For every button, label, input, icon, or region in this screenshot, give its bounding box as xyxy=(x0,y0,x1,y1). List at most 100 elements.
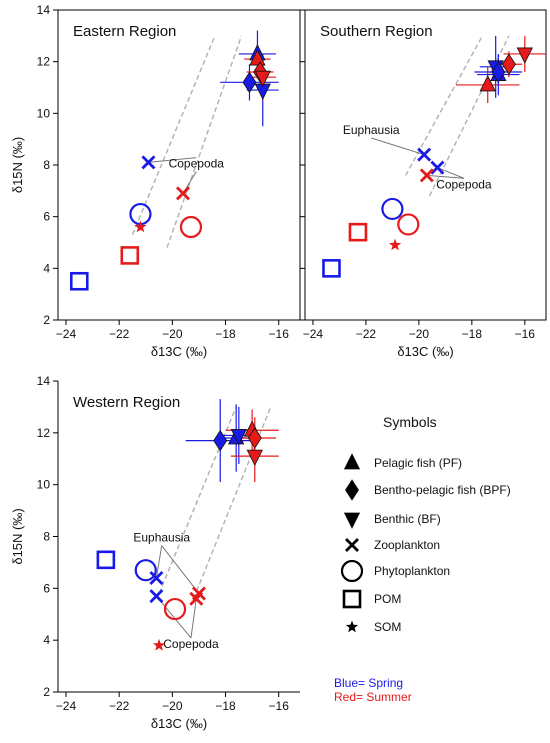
data-point-triangle-down xyxy=(254,70,271,88)
trend-band-line xyxy=(166,35,243,248)
data-point-circle xyxy=(179,215,203,239)
data-point-star xyxy=(388,238,402,251)
legend-item-label: POM xyxy=(374,592,401,606)
x-tick-label: −16 xyxy=(515,327,536,341)
x-tick-label: −18 xyxy=(215,699,236,713)
data-point-circle xyxy=(163,597,187,621)
legend-marker-triangle-down xyxy=(343,512,361,529)
x-axis-label: δ13C (‰) xyxy=(397,344,453,359)
x-tick-label: −24 xyxy=(56,327,77,341)
y-axis-label: δ15N (‰) xyxy=(10,137,25,193)
legend-item: Benthic (BF) xyxy=(343,512,441,529)
legend-marker-square xyxy=(342,589,362,609)
data-point-x xyxy=(149,570,164,585)
annotation-leader xyxy=(148,157,197,163)
data-point-diamond xyxy=(242,71,257,94)
data-point-square xyxy=(322,259,341,278)
legend-item-label: Phytoplankton xyxy=(374,564,450,578)
data-point-square xyxy=(120,246,140,265)
annotation-label: Euphausia xyxy=(133,531,190,545)
y-tick-label: 8 xyxy=(43,530,50,544)
data-point-diamond xyxy=(501,53,516,75)
annotation-label: Euphausia xyxy=(343,123,400,137)
data-point-x xyxy=(419,168,434,183)
y-tick-label: 14 xyxy=(37,3,51,17)
annotation-leader xyxy=(155,545,163,579)
panel-1: −24 −22 −20 −18 −16 δ13C (‰) Southern Region Eu… xyxy=(300,9,547,359)
data-point-circle xyxy=(134,559,157,582)
data-point-triangle-down xyxy=(246,449,263,467)
data-point-square xyxy=(348,222,368,242)
legend-item-label: Benthic (BF) xyxy=(374,512,441,526)
x-tick-label: −24 xyxy=(56,699,77,713)
data-point-square xyxy=(96,550,116,570)
data-point-diamond xyxy=(247,427,262,449)
x-tick-label: −16 xyxy=(269,699,290,713)
annotation-label: Copepoda xyxy=(163,637,219,651)
x-tick-label: −20 xyxy=(162,699,183,713)
legend-item: Phytoplankton xyxy=(340,559,450,583)
x-axis-label: δ13C (‰) xyxy=(151,344,207,359)
y-tick-label: 10 xyxy=(37,478,51,492)
annotation-leader xyxy=(371,137,425,156)
panel-0: −24 −22 −20 −18 −16 2 4 6 8 10 12 14 δ13C (‰) δ15N (‰… xyxy=(10,3,301,359)
panel-title: Southern Region xyxy=(320,23,433,40)
y-tick-label: 8 xyxy=(43,158,50,172)
panel-title: Western Region xyxy=(73,394,180,411)
legend-item: SOM xyxy=(345,620,401,634)
data-point-circle xyxy=(381,197,404,221)
legend-item-label: Zooplankton xyxy=(374,538,440,552)
data-point-triangle xyxy=(479,75,496,92)
x-tick-label: −18 xyxy=(462,327,483,341)
panel-title: Eastern Region xyxy=(73,23,176,40)
legend-item-label: Bentho-pelagic fish (BPF) xyxy=(374,483,511,497)
y-tick-label: 6 xyxy=(43,210,50,224)
data-point-x xyxy=(175,186,190,201)
annotation-leader xyxy=(437,167,465,179)
data-point-diamond xyxy=(213,429,228,452)
y-tick-label: 4 xyxy=(43,633,50,647)
data-point-triangle-down xyxy=(230,429,247,446)
x-tick-label: −20 xyxy=(409,327,430,341)
legend-item-label: SOM xyxy=(374,620,401,634)
annotation-label: Copepoda xyxy=(169,157,225,171)
legend-item: Zooplankton xyxy=(345,538,440,552)
legend-item: Bentho-pelagic fish (BPF) xyxy=(345,479,511,501)
annotation-leader xyxy=(426,174,464,179)
x-tick-label: −16 xyxy=(269,327,290,341)
x-tick-label: −22 xyxy=(109,327,130,341)
data-point-x xyxy=(149,589,164,604)
legend: Symbols Pelagic fish (PF) Bentho-pelagic … xyxy=(334,414,511,704)
annotation-leader xyxy=(156,595,192,639)
data-point-x xyxy=(141,155,156,170)
x-tick-label: −22 xyxy=(356,327,377,341)
trend-band-line xyxy=(405,35,484,176)
legend-marker-triangle xyxy=(343,453,361,470)
y-axis-label: δ15N (‰) xyxy=(10,508,25,564)
data-point-triangle-down xyxy=(516,47,533,64)
data-point-x xyxy=(189,591,204,606)
y-tick-label: 10 xyxy=(37,106,51,120)
legend-title: Symbols xyxy=(383,414,437,430)
legend-marker-x xyxy=(345,538,359,552)
data-point-diamond xyxy=(491,61,506,83)
legend-summer-key: Red= Summer xyxy=(334,690,412,704)
legend-marker-diamond xyxy=(345,479,359,501)
y-tick-label: 14 xyxy=(37,374,51,388)
data-point-square xyxy=(69,271,89,291)
legend-marker-star xyxy=(345,620,359,633)
y-tick-label: 12 xyxy=(37,55,51,69)
data-point-x xyxy=(417,147,432,162)
annotation-label: Copepoda xyxy=(436,177,492,191)
y-tick-label: 2 xyxy=(43,685,50,699)
trend-band-line xyxy=(131,35,216,236)
y-tick-label: 12 xyxy=(37,426,51,440)
x-tick-label: −24 xyxy=(303,327,324,341)
x-tick-label: −20 xyxy=(162,327,183,341)
x-tick-label: −18 xyxy=(215,327,236,341)
legend-item: Pelagic fish (PF) xyxy=(343,453,462,470)
panel-2: −24 −22 −20 −18 −16 2 4 6 8 10 12 14 δ13C (‰) δ15N (‰… xyxy=(10,374,300,731)
data-point-star xyxy=(152,638,166,651)
y-tick-label: 4 xyxy=(43,261,50,275)
y-tick-label: 2 xyxy=(43,313,50,327)
